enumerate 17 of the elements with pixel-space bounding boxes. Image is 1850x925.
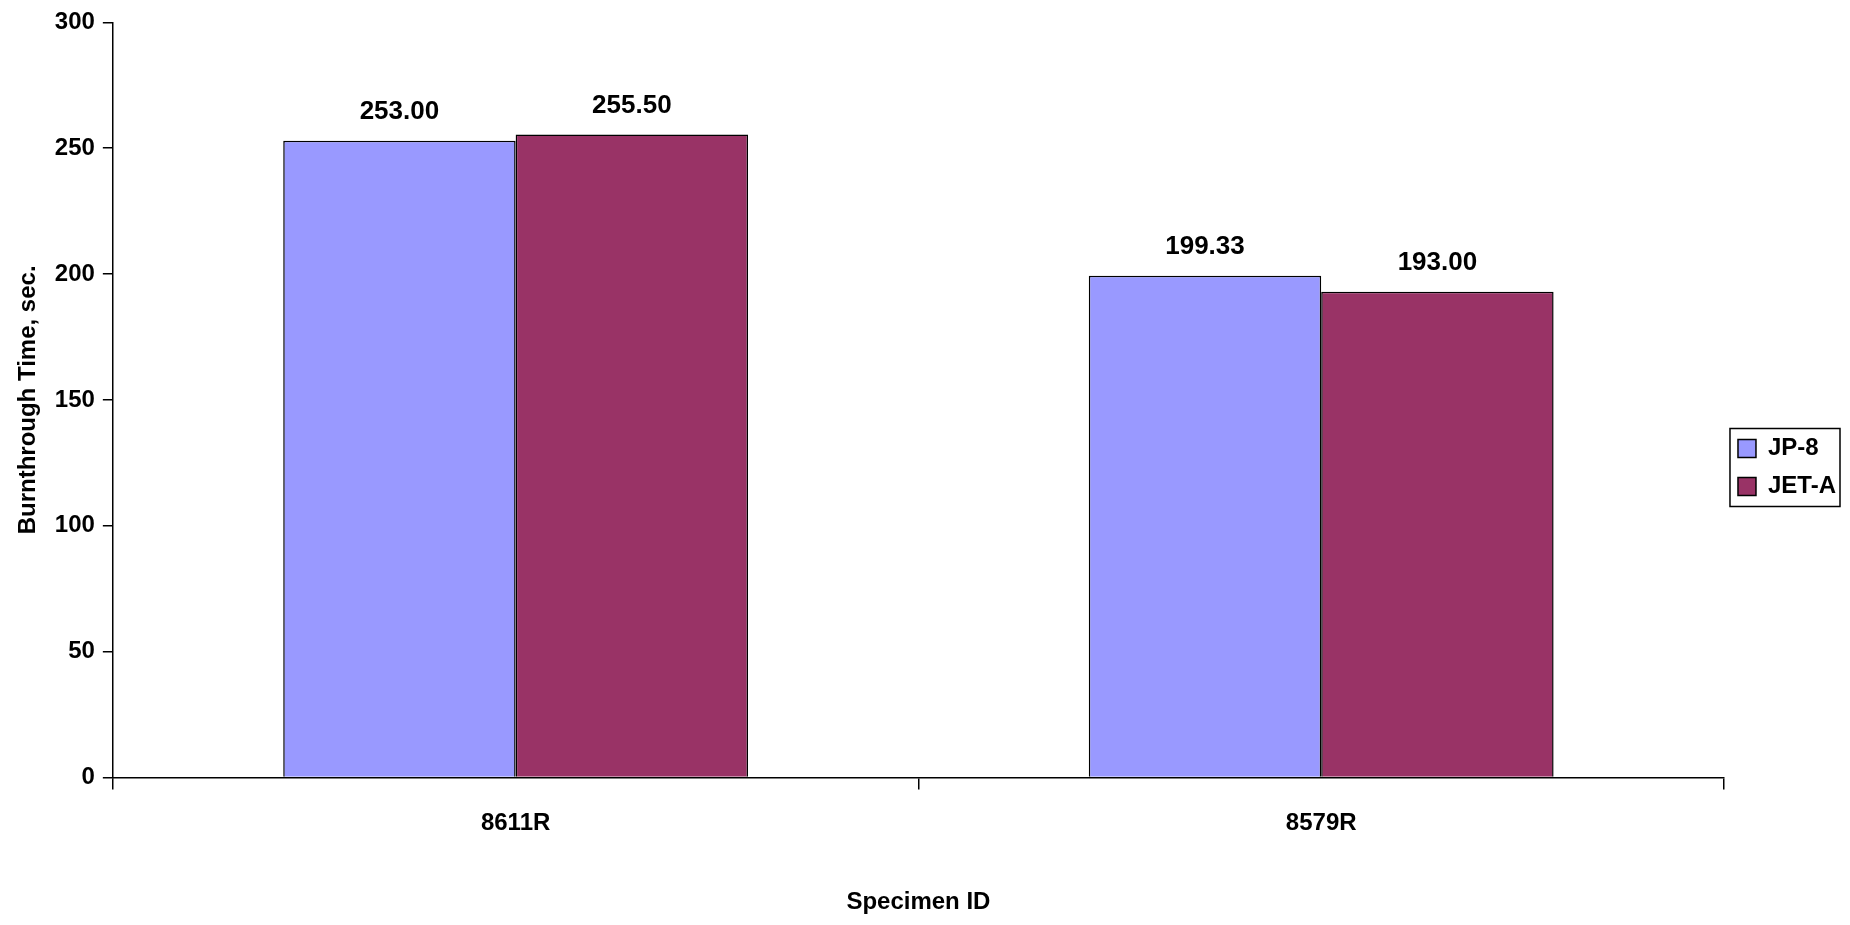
y-tick-label: 300 — [54, 7, 95, 35]
data-label: 253.00 — [359, 94, 440, 125]
x-tick-label: 8579R — [1285, 808, 1357, 836]
y-tick-label: 50 — [68, 636, 95, 664]
y-tick-label: 200 — [54, 258, 95, 286]
data-label: 199.33 — [1165, 229, 1245, 260]
y-axis-title: Burnthrough Time, sec. — [13, 265, 41, 535]
data-label: 255.50 — [592, 88, 672, 119]
y-tick-label: 0 — [81, 762, 95, 790]
y-tick-label: 100 — [54, 510, 95, 538]
y-tick-label: 250 — [54, 132, 95, 160]
data-label: 193.00 — [1397, 245, 1478, 276]
x-tick-label: 8611R — [480, 808, 551, 836]
y-tick-label: 150 — [54, 384, 95, 412]
legend-label: JET-A — [1767, 471, 1836, 499]
legend-label: JP-8 — [1767, 433, 1819, 461]
x-axis-title: Specimen ID — [846, 887, 991, 915]
